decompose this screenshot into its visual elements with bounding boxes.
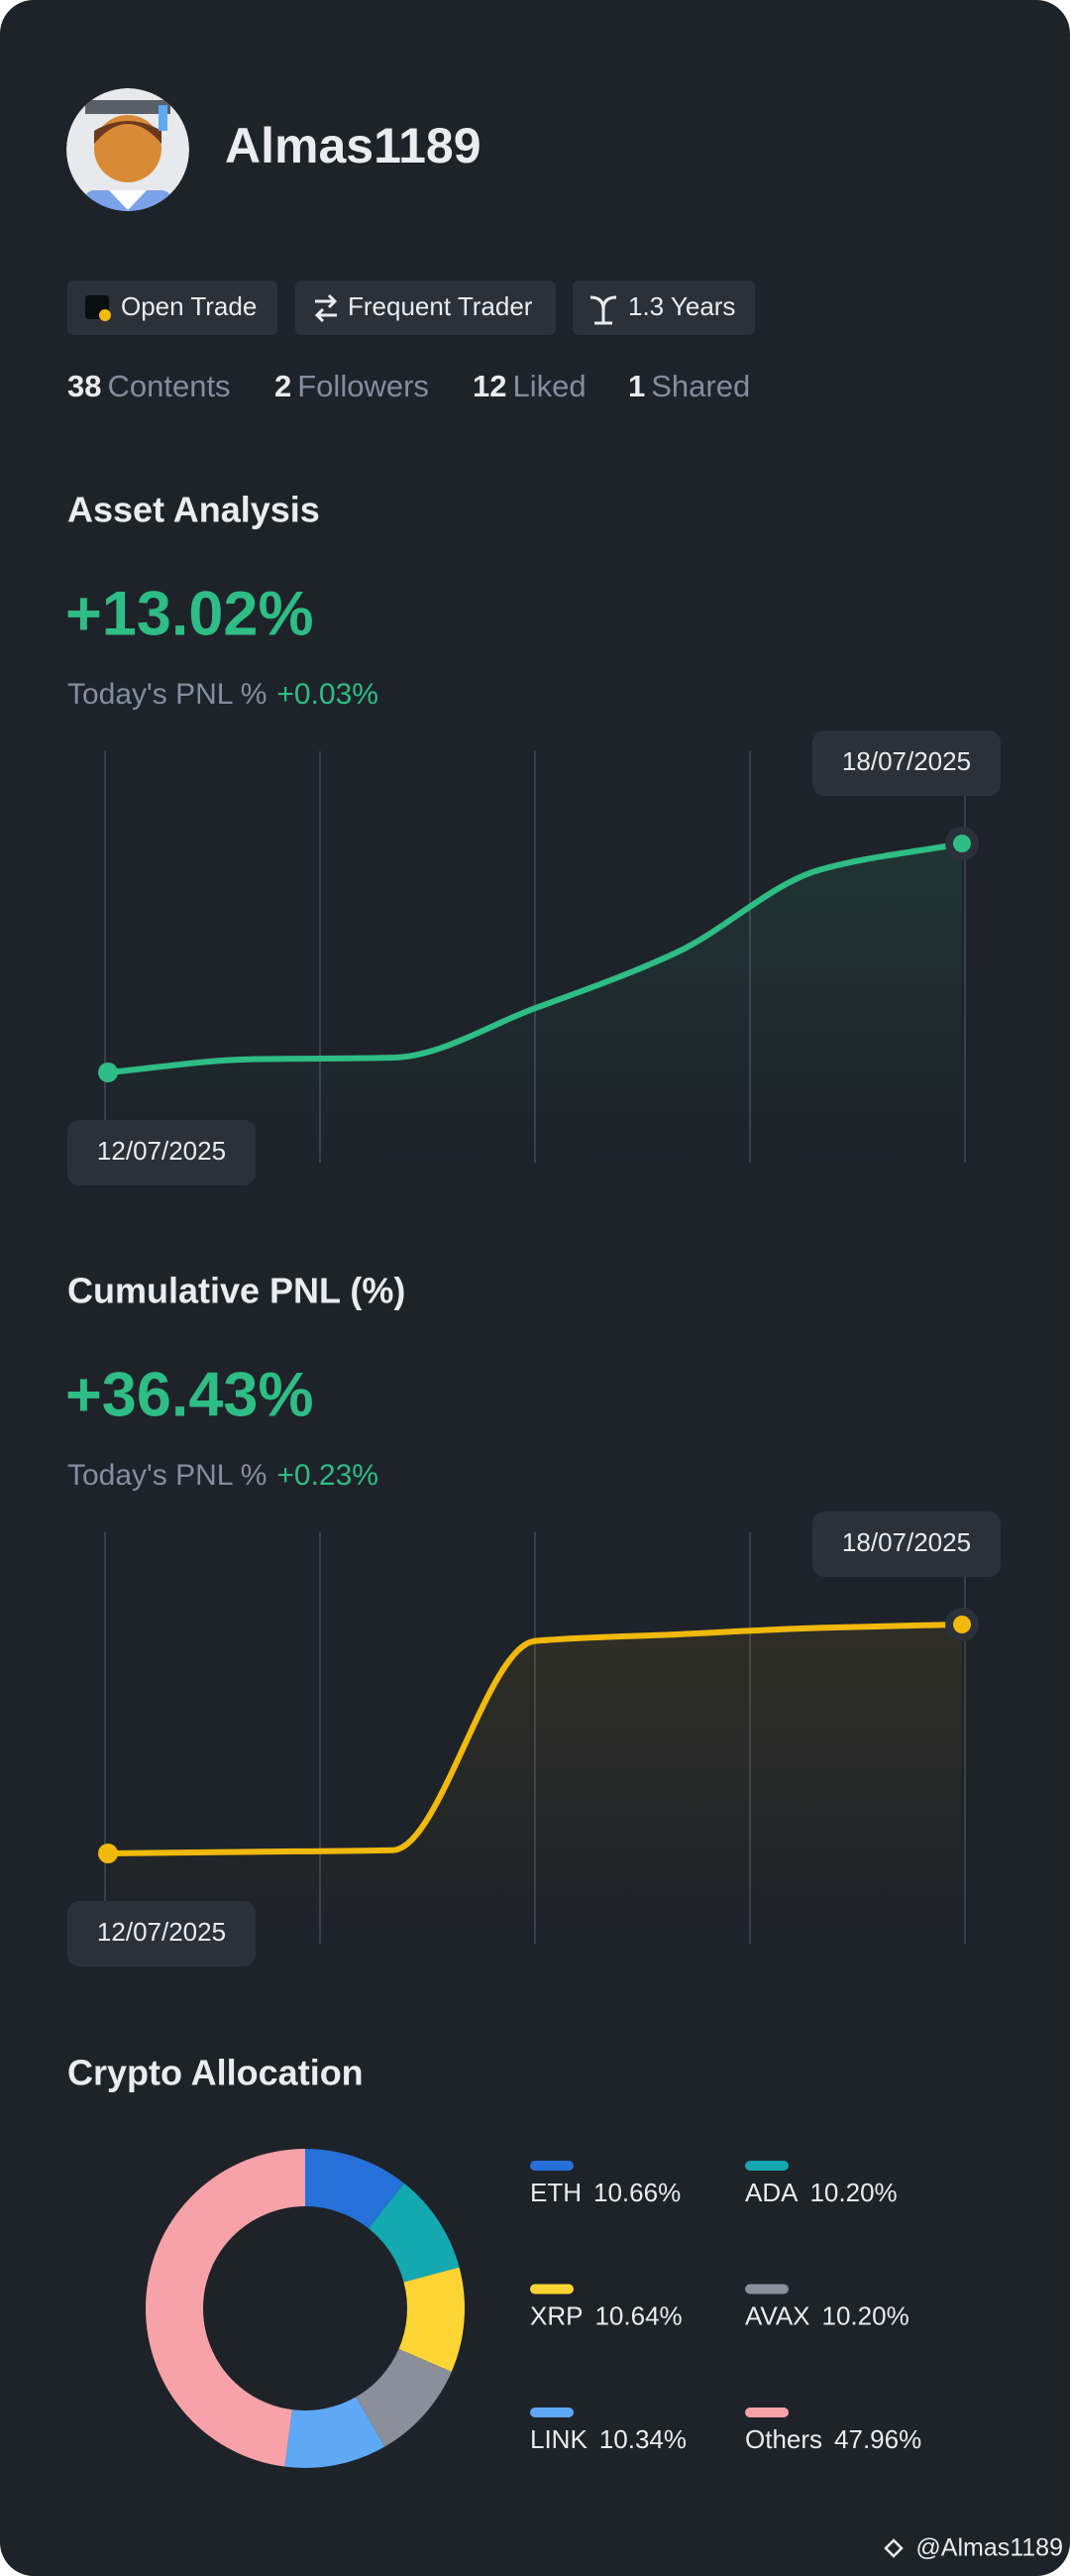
start-date: 12/07/2025: [97, 1917, 226, 1947]
today-value: +0.03%: [276, 678, 378, 711]
today-label: Today's PNL %: [67, 1459, 267, 1492]
legend-value: 10.66%: [593, 2178, 681, 2207]
username: Almas1189: [225, 118, 482, 173]
start-point: [98, 1063, 118, 1082]
stat-label: Followers: [297, 369, 429, 403]
legend-entry: LINK 10.34%: [530, 2424, 687, 2454]
badge[interactable]: [295, 280, 556, 335]
date-tooltip: [67, 1120, 256, 1185]
badge-label: 1.3 Years: [628, 291, 735, 321]
legend-swatch: [530, 2161, 574, 2171]
end-date: 18/07/2025: [842, 746, 971, 776]
stat-label: Contents: [107, 369, 230, 403]
stat-value: 1: [628, 369, 645, 403]
watermark-text: @Almas1189: [915, 2534, 1063, 2562]
legend-value: 47.96%: [834, 2424, 921, 2454]
today-pnl: Today's PNL % +0.23%: [67, 1459, 378, 1492]
donut-segment: [368, 2183, 460, 2283]
legend-swatch: [745, 2408, 789, 2417]
badge-icon: [85, 295, 111, 321]
legend-name: Others: [745, 2424, 822, 2454]
area-fill: [108, 1624, 962, 1944]
donut-segment: [146, 2149, 305, 2467]
stat-label: Shared: [651, 369, 750, 403]
today-label: Today's PNL %: [67, 678, 267, 711]
avatar[interactable]: [66, 88, 189, 220]
date-tooltip: [812, 1512, 1001, 1577]
section-title: Cumulative PNL (%): [67, 1271, 405, 1311]
legend-name: AVAX: [745, 2300, 810, 2330]
legend-value: 10.20%: [822, 2300, 910, 2330]
stats: 38 Contents 2 Followers 12 Liked 1 Shared: [67, 369, 750, 403]
legend-name: LINK: [530, 2424, 588, 2454]
stat: 12 Liked: [473, 369, 587, 403]
legend-entry: ADA 10.20%: [745, 2178, 898, 2207]
badge[interactable]: [573, 280, 755, 335]
today-value: +0.23%: [276, 1459, 378, 1492]
section-title: Asset Analysis: [67, 490, 320, 530]
end-date: 18/07/2025: [842, 1527, 971, 1557]
headline-value: +36.43%: [65, 1361, 313, 1430]
donut-segment: [356, 2348, 452, 2447]
stat-value: 12: [473, 369, 506, 403]
end-point: [953, 1616, 971, 1633]
start-point: [98, 1844, 118, 1863]
legend-swatch: [745, 2284, 789, 2295]
legend-name: XRP: [530, 2300, 583, 2330]
legend-value: 10.64%: [594, 2300, 682, 2330]
legend-name: ETH: [530, 2178, 582, 2207]
headline-value: +13.02%: [65, 580, 313, 649]
section-title: Crypto Allocation: [67, 2053, 364, 2093]
today-pnl: Today's PNL % +0.03%: [67, 678, 378, 711]
stat-value: 2: [274, 369, 291, 403]
legend-value: 10.20%: [809, 2178, 897, 2207]
date-tooltip: [812, 730, 1001, 796]
stat-value: 38: [67, 369, 101, 403]
legend-entry: XRP 10.64%: [530, 2300, 683, 2330]
donut-segment: [305, 2149, 404, 2229]
legend-swatch: [745, 2161, 789, 2171]
badge-label: Open Trade: [121, 291, 257, 321]
stat: 2 Followers: [274, 369, 429, 403]
donut-segment: [398, 2267, 466, 2372]
legend-swatch: [530, 2284, 574, 2295]
badge[interactable]: [67, 280, 277, 335]
watermark: @Almas1189: [884, 2534, 1063, 2562]
badge-label: Frequent Trader: [348, 291, 533, 321]
legend-swatch: [530, 2408, 574, 2417]
allocation-chart: ETH 10.66% ADA 10.20% XRP 10.64% AVAX 10.20% LIN…: [146, 2149, 921, 2468]
end-point: [953, 835, 971, 852]
badge-icon: [314, 293, 338, 323]
legend-entry: ETH 10.66%: [530, 2178, 681, 2207]
sections: Asset Analysis +13.02% Today's PNL % +0.03%…: [65, 490, 1001, 1966]
stat: 38 Contents: [67, 369, 231, 403]
stat-label: Liked: [512, 369, 586, 403]
line: [105, 840, 965, 1075]
line: [105, 1622, 965, 1856]
start-date: 12/07/2025: [97, 1136, 226, 1166]
stat: 1 Shared: [628, 369, 750, 403]
legend-entry: Others 47.96%: [745, 2424, 921, 2454]
legend-entry: AVAX 10.20%: [745, 2300, 910, 2330]
legend-value: 10.34%: [599, 2424, 687, 2454]
legend-name: ADA: [745, 2178, 799, 2207]
donut-segment: [284, 2397, 385, 2468]
area-fill: [108, 843, 962, 1163]
date-tooltip: [67, 1901, 256, 1966]
badge-icon: [589, 295, 617, 325]
